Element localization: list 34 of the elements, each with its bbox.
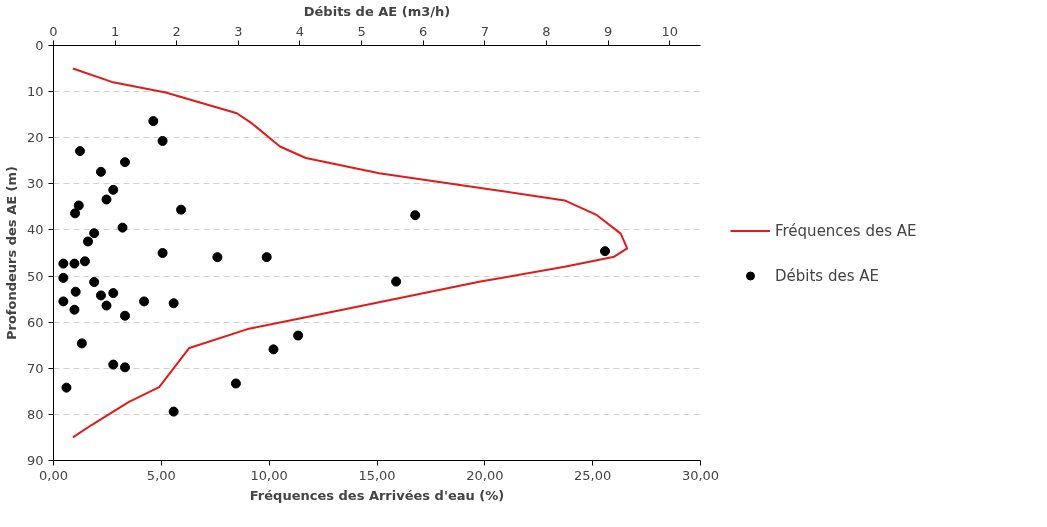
legend-label: Débits des AE: [775, 266, 880, 284]
y-axis-title: Profondeurs des AE (m): [3, 165, 19, 341]
x-tick-label: 30,00: [681, 467, 720, 483]
x-tick-label: 0,00: [39, 467, 68, 483]
x-tick-label: 10,00: [250, 467, 288, 483]
y-tick-label: 30: [26, 176, 44, 192]
x2-tick-label: 6: [419, 23, 428, 39]
x-tick-label: 5,00: [146, 467, 176, 483]
y-tick-label: 80: [26, 406, 44, 422]
x2-tick-label: 0: [49, 23, 58, 39]
x2-tick-label: 10: [661, 23, 678, 39]
y-tick-label: 60: [26, 314, 44, 330]
x-tick-label: 25,00: [574, 467, 612, 483]
legend-label: Fréquences des AE: [775, 221, 917, 239]
x2-tick-label: 4: [295, 23, 305, 39]
line-series: [71, 67, 629, 439]
y-tick-label: 90: [26, 453, 44, 468]
x2-tick-label: 3: [234, 23, 243, 39]
x2-tick-label: 8: [542, 23, 551, 39]
x2-tick-label: 1: [110, 23, 120, 39]
y-tick-label: 40: [26, 222, 44, 238]
y-tick-label: 0: [35, 38, 44, 53]
x2-tick-label: 9: [603, 23, 613, 39]
y-tick-label: 10: [26, 84, 44, 100]
x2-tick-label: 7: [480, 23, 489, 39]
x-axis-title: Fréquences des Arrivées d'eau (%): [249, 487, 505, 503]
x2-tick-label: 5: [357, 23, 366, 39]
x2-tick-label: 2: [172, 23, 181, 39]
x-tick-label: 20,00: [466, 467, 504, 483]
y-tick-label: 70: [26, 360, 44, 376]
y-tick-label: 20: [26, 130, 44, 146]
y-tick-label: 50: [26, 268, 44, 284]
x2-axis-title: Débits de AE (m3/h): [303, 3, 451, 19]
x-tick-label: 15,00: [358, 467, 396, 483]
